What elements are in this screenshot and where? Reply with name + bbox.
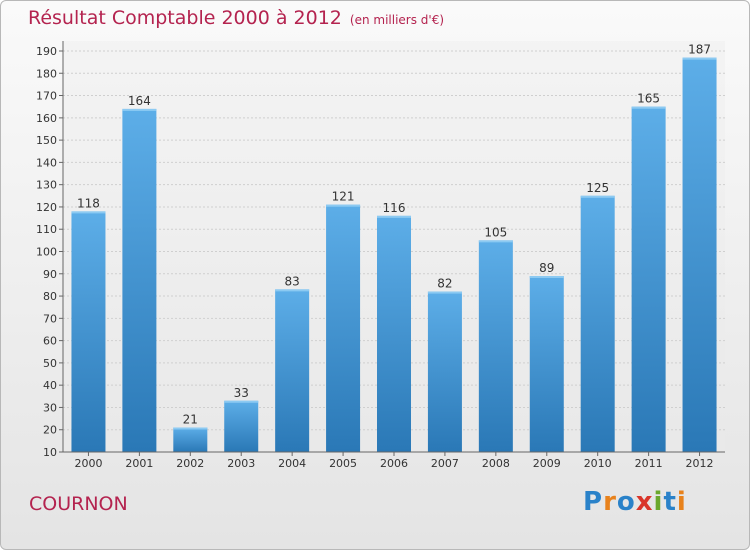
data-label: 121	[332, 190, 355, 204]
logo-letter: i	[676, 487, 687, 517]
bar-top-highlight	[377, 215, 411, 218]
data-label: 33	[234, 386, 249, 400]
x-tick-label: 2002	[176, 457, 204, 470]
y-tick-label: 100	[36, 246, 57, 259]
data-label: 116	[383, 201, 406, 215]
y-tick-label: 110	[36, 223, 57, 236]
x-tick-label: 2004	[278, 457, 306, 470]
x-tick-label: 2003	[227, 457, 255, 470]
y-tick-label: 170	[36, 90, 57, 103]
x-axis-ticks: 2000 2001 2002 2003 2004 2005 2006 2007 2008 2009…	[74, 452, 714, 470]
y-tick-label: 20	[43, 424, 57, 437]
bar-top-highlight	[580, 195, 615, 198]
x-tick-label: 2000	[74, 457, 102, 470]
logo-letter: x	[635, 487, 654, 517]
y-tick-label: 150	[36, 134, 57, 147]
bar-2012	[682, 57, 717, 452]
bar-2006	[377, 215, 411, 452]
x-tick-label: 2010	[584, 457, 612, 470]
logo-letter: r	[603, 487, 617, 517]
x-tick-label: 2012	[686, 457, 714, 470]
data-label: 165	[637, 92, 660, 106]
y-tick-label: 80	[43, 290, 57, 303]
bar-2009	[529, 276, 564, 452]
chart-title: Résultat Comptable 2000 à 2012 (en millie…	[28, 7, 444, 29]
bar-top-highlight	[275, 289, 310, 292]
bar-2003	[224, 400, 259, 452]
x-tick-label: 2008	[482, 457, 510, 470]
y-tick-label: 60	[43, 335, 57, 348]
bars	[71, 57, 717, 453]
bar-2000	[71, 211, 106, 452]
bar-2002	[173, 427, 208, 452]
bar-2005	[326, 204, 361, 452]
y-tick-label: 30	[43, 401, 57, 414]
data-label: 89	[539, 261, 554, 275]
bar-2010	[580, 195, 615, 453]
logo-letter: i	[653, 487, 664, 517]
bar-2008	[478, 240, 513, 452]
bar-top-highlight	[326, 204, 361, 207]
bar-2004	[275, 289, 310, 452]
y-tick-label: 160	[36, 112, 57, 125]
bar-top-highlight	[631, 106, 666, 109]
city-name: COURNON	[29, 493, 128, 515]
x-tick-label: 2009	[533, 457, 561, 470]
bar-top-highlight	[478, 240, 513, 243]
y-tick-label: 140	[36, 156, 57, 169]
y-tick-label: 50	[43, 357, 57, 370]
x-tick-label: 2001	[125, 457, 153, 470]
y-tick-label: 70	[43, 312, 57, 325]
data-label: 187	[688, 43, 711, 57]
proxiti-logo[interactable]: Proxiti	[583, 487, 687, 517]
y-tick-label: 10	[43, 446, 57, 459]
x-tick-label: 2011	[635, 457, 663, 470]
logo-letter: P	[583, 487, 604, 517]
logo-letter: t	[663, 487, 677, 517]
bar-2007	[427, 291, 462, 452]
bar-top-highlight	[682, 57, 717, 60]
bar-top-highlight	[173, 427, 208, 430]
bar-top-highlight	[427, 291, 462, 294]
y-tick-label: 120	[36, 201, 57, 214]
y-tick-label: 40	[43, 379, 57, 392]
logo-letter: o	[616, 487, 636, 517]
bar-2001	[122, 108, 157, 452]
y-tick-label: 190	[36, 45, 57, 58]
bar-top-highlight	[529, 276, 564, 279]
data-labels: 118 164 21 33 83 121 116 82 105 89 125 165 187	[77, 43, 711, 427]
bar-top-highlight	[122, 108, 157, 111]
bar-top-highlight	[224, 400, 259, 403]
chart-title-text: Résultat Comptable 2000 à 2012	[28, 7, 342, 29]
y-axis-ticks: 10 20 30 40 50 60 70 80 90 100 110 120 130 140 150 160 1…	[36, 45, 63, 459]
data-label: 82	[437, 277, 452, 291]
y-tick-label: 90	[43, 268, 57, 281]
data-label: 83	[285, 274, 300, 288]
data-label: 105	[484, 225, 507, 239]
x-tick-label: 2007	[431, 457, 459, 470]
x-tick-label: 2006	[380, 457, 408, 470]
data-label: 125	[586, 181, 609, 195]
data-label: 21	[183, 412, 198, 426]
y-tick-label: 180	[36, 67, 57, 80]
chart-subtitle: (en milliers d'€)	[349, 13, 445, 27]
x-tick-label: 2005	[329, 457, 357, 470]
bar-2011	[631, 106, 666, 452]
bar-top-highlight	[71, 211, 106, 214]
data-label: 164	[128, 94, 151, 108]
y-tick-label: 130	[36, 179, 57, 192]
data-label: 118	[77, 196, 100, 210]
